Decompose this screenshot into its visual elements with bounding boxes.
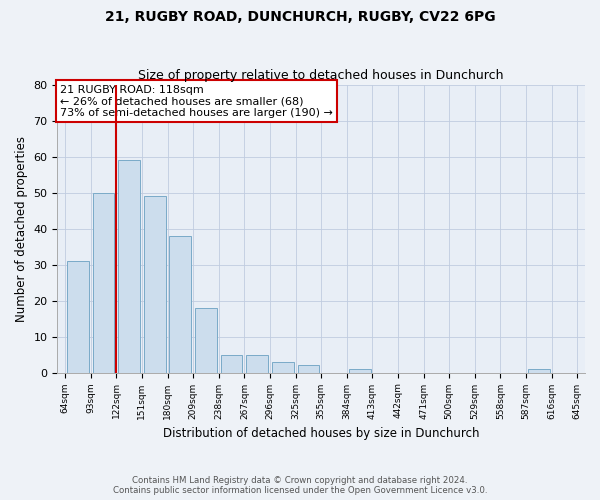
Bar: [118, 160, 140, 372]
Title: Size of property relative to detached houses in Dunchurch: Size of property relative to detached ho…: [139, 69, 504, 82]
X-axis label: Distribution of detached houses by size in Dunchurch: Distribution of detached houses by size …: [163, 427, 479, 440]
Bar: [144, 196, 166, 372]
Y-axis label: Number of detached properties: Number of detached properties: [15, 136, 28, 322]
Bar: [169, 236, 191, 372]
Bar: [298, 366, 319, 372]
Bar: [272, 362, 293, 372]
Text: Contains HM Land Registry data © Crown copyright and database right 2024.
Contai: Contains HM Land Registry data © Crown c…: [113, 476, 487, 495]
Bar: [195, 308, 217, 372]
Bar: [528, 369, 550, 372]
Bar: [92, 192, 115, 372]
Bar: [67, 261, 89, 372]
Text: 21, RUGBY ROAD, DUNCHURCH, RUGBY, CV22 6PG: 21, RUGBY ROAD, DUNCHURCH, RUGBY, CV22 6…: [104, 10, 496, 24]
Bar: [349, 369, 371, 372]
Bar: [221, 354, 242, 372]
Bar: [246, 354, 268, 372]
Text: 21 RUGBY ROAD: 118sqm
← 26% of detached houses are smaller (68)
73% of semi-deta: 21 RUGBY ROAD: 118sqm ← 26% of detached …: [60, 84, 333, 118]
